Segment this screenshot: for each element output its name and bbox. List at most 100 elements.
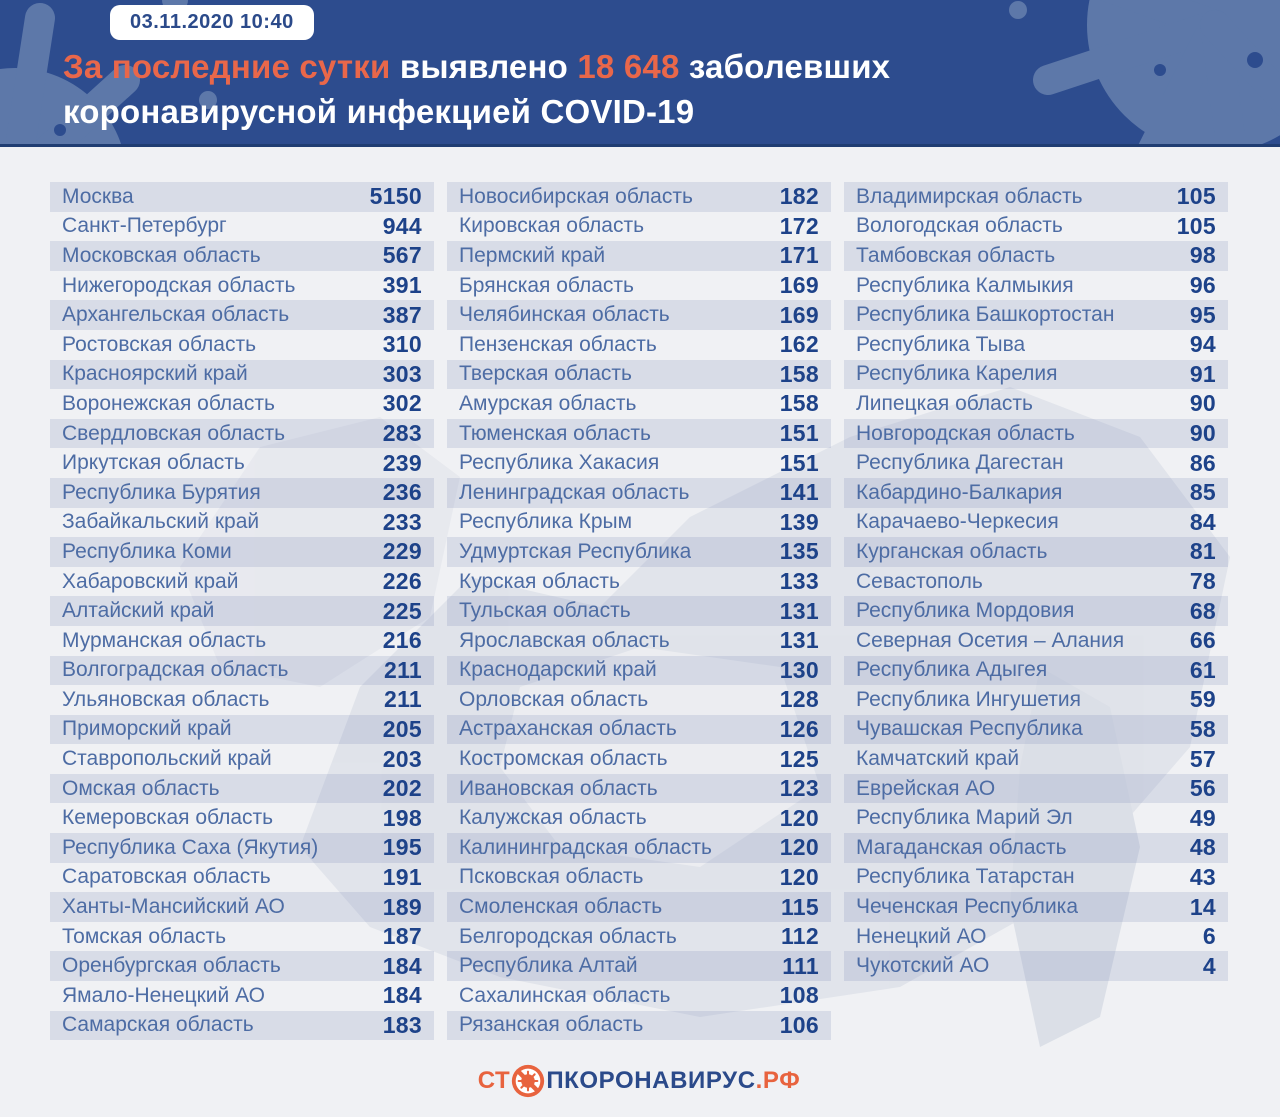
- region-name: Хабаровский край: [62, 569, 239, 593]
- region-value: 133: [779, 568, 819, 595]
- region-name: Севастополь: [856, 569, 983, 593]
- region-value: 90: [1189, 390, 1216, 417]
- region-row: Саратовская область 191: [50, 863, 434, 893]
- region-value: 162: [779, 331, 819, 358]
- region-name: Ставропольский край: [62, 747, 272, 771]
- region-row: Чукотский АО 4: [844, 951, 1228, 982]
- region-row: Кабардино-Балкария 85: [844, 477, 1228, 508]
- region-value: 86: [1189, 449, 1216, 476]
- region-value: 158: [779, 360, 819, 387]
- region-row: Москва 5150: [50, 182, 434, 212]
- region-column: Владимирская область 105 Вологодская облас…: [844, 182, 1228, 1040]
- region-value: 56: [1189, 775, 1216, 802]
- region-name: Ленинградская область: [459, 480, 690, 504]
- region-value: 169: [779, 301, 819, 328]
- region-row: Брянская область 169: [447, 271, 831, 301]
- region-value: 84: [1189, 508, 1216, 535]
- region-name: Астраханская область: [459, 717, 677, 741]
- region-row: Республика Марий Эл 49: [844, 803, 1228, 833]
- region-name: Республика Алтай: [459, 954, 638, 978]
- region-value: 183: [382, 1011, 422, 1038]
- region-row: Костромская область 125: [447, 744, 831, 774]
- region-value: 187: [382, 923, 422, 950]
- region-value: 169: [779, 272, 819, 299]
- region-row: Нижегородская область 391: [50, 271, 434, 301]
- region-value: 391: [382, 272, 422, 299]
- region-name: Пермский край: [459, 243, 606, 267]
- region-name: Новгородская область: [856, 421, 1075, 445]
- region-value: 233: [382, 508, 422, 535]
- region-row: Самарская область 183: [50, 1010, 434, 1041]
- region-value: 58: [1189, 715, 1216, 742]
- region-value: 48: [1189, 834, 1216, 861]
- region-row: Республика Алтай 111: [447, 951, 831, 982]
- region-name: Кабардино-Балкария: [856, 480, 1063, 504]
- region-row: Калужская область 120: [447, 803, 831, 833]
- region-value: 205: [382, 715, 422, 742]
- region-value: 130: [779, 656, 819, 683]
- region-name: Республика Ингушетия: [856, 687, 1082, 711]
- region-name: Саратовская область: [62, 865, 271, 889]
- region-row: Краснодарский край 130: [447, 655, 831, 686]
- region-value: 131: [779, 627, 819, 654]
- region-name: Ямало-Ненецкий АО: [62, 983, 265, 1007]
- region-row: Томская область 187: [50, 922, 434, 952]
- region-row: Омская область 202: [50, 773, 434, 804]
- region-value: 283: [382, 420, 422, 447]
- region-value: 225: [382, 597, 422, 624]
- title-text: заболевших: [688, 48, 891, 85]
- region-name: Тверская область: [459, 362, 632, 386]
- region-row: Забайкальский край 233: [50, 508, 434, 538]
- region-row: Кировская область 172: [447, 212, 831, 242]
- regions-table: Москва 5150 Санкт-Петербург 944 Московская о…: [0, 147, 1280, 1104]
- region-value: 567: [382, 242, 422, 269]
- region-name: Санкт-Петербург: [62, 214, 227, 238]
- region-row: Магаданская область 48: [844, 833, 1228, 863]
- region-row: Ярославская область 131: [447, 626, 831, 656]
- region-name: Смоленская область: [459, 895, 663, 919]
- region-row: Амурская область 158: [447, 389, 831, 419]
- region-name: Алтайский край: [62, 599, 215, 623]
- region-column: Москва 5150 Санкт-Петербург 944 Московская о…: [50, 182, 434, 1041]
- region-name: Пензенская область: [459, 332, 657, 356]
- region-row: Новосибирская область 182: [447, 182, 831, 212]
- region-name: Северная Осетия – Алания: [856, 628, 1125, 652]
- region-name: Архангельская область: [62, 303, 290, 327]
- region-value: 135: [779, 538, 819, 565]
- region-name: Республика Крым: [459, 510, 633, 534]
- region-name: Омская область: [62, 776, 220, 800]
- region-value: 310: [382, 331, 422, 358]
- region-name: Удмуртская Республика: [459, 539, 692, 563]
- region-name: Красноярский край: [62, 362, 248, 386]
- region-value: 128: [779, 686, 819, 713]
- region-value: 90: [1189, 420, 1216, 447]
- region-name: Курганская область: [856, 539, 1048, 563]
- region-name: Воронежская область: [62, 391, 275, 415]
- region-row: Астраханская область 126: [447, 714, 831, 745]
- region-row: Хабаровский край 226: [50, 567, 434, 597]
- region-name: Вологодская область: [856, 214, 1063, 238]
- region-value: 66: [1189, 627, 1216, 654]
- region-value: 184: [382, 952, 422, 979]
- region-name: Курская область: [459, 569, 620, 593]
- region-name: Тульская область: [459, 599, 631, 623]
- region-name: Республика Бурятия: [62, 480, 261, 504]
- region-value: 98: [1189, 242, 1216, 269]
- region-value: 184: [382, 982, 422, 1009]
- region-row: Тамбовская область 98: [844, 241, 1228, 271]
- region-column: Новосибирская область 182 Кировская област…: [447, 182, 831, 1041]
- region-name: Ярославская область: [459, 628, 670, 652]
- region-name: Белгородская область: [459, 924, 677, 948]
- region-name: Брянская область: [459, 273, 634, 297]
- region-row: Рязанская область 106: [447, 1010, 831, 1041]
- region-value: 198: [382, 804, 422, 831]
- region-row: Мурманская область 216: [50, 626, 434, 656]
- region-value: 195: [382, 834, 422, 861]
- region-name: Липецкая область: [856, 391, 1033, 415]
- region-value: 158: [779, 390, 819, 417]
- region-row: Оренбургская область 184: [50, 951, 434, 982]
- region-row: Республика Саха (Якутия) 195: [50, 833, 434, 863]
- region-row: Республика Башкортостан 95: [844, 300, 1228, 330]
- region-row: Пермский край 171: [447, 241, 831, 271]
- region-row: Псковская область 120: [447, 863, 831, 893]
